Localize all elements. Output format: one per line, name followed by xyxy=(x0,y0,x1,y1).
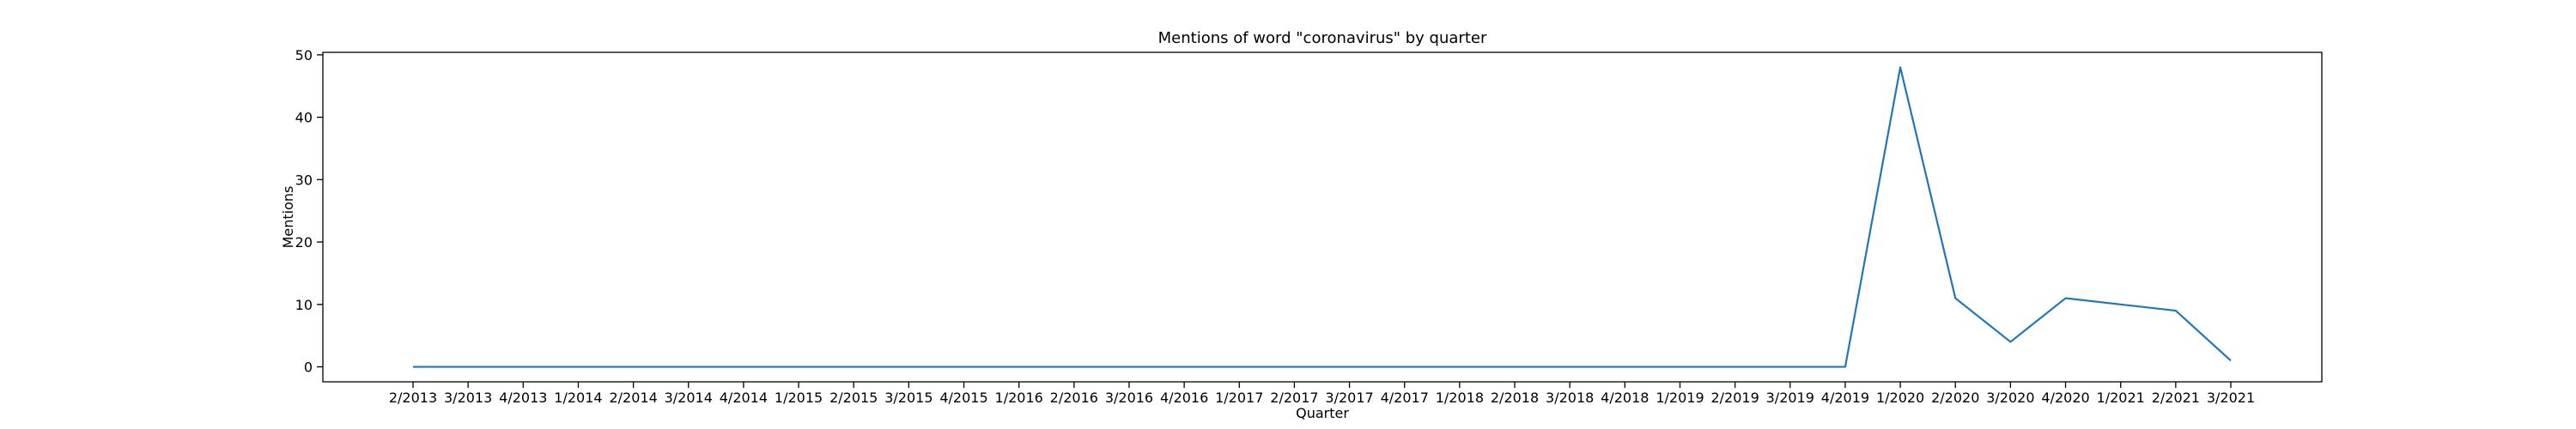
x-tick-label: 2/2021 xyxy=(2152,390,2200,406)
x-tick-label: 2/2014 xyxy=(609,390,657,406)
x-tick-label: 1/2019 xyxy=(1656,390,1704,406)
y-tick-label: 0 xyxy=(304,360,313,376)
x-tick-label: 2/2019 xyxy=(1710,390,1759,406)
x-tick-label: 2/2017 xyxy=(1270,390,1318,406)
plot-area: 0 10 20 30 40 50 2/2013 3/2013 4/2013 1/2014 2/201… xyxy=(295,47,2323,406)
y-tick-label: 40 xyxy=(295,110,313,126)
x-tick-label: 4/2015 xyxy=(939,390,987,406)
x-tick-label: 3/2019 xyxy=(1766,390,1814,406)
x-tick-label: 4/2016 xyxy=(1160,390,1208,406)
x-tick-label: 4/2013 xyxy=(499,390,547,406)
x-tick-label: 4/2019 xyxy=(1821,390,1869,406)
x-tick-label: 1/2014 xyxy=(554,390,602,406)
x-tick-label: 2/2018 xyxy=(1491,390,1539,406)
series-line xyxy=(413,66,2232,368)
x-axis-label: Quarter xyxy=(1296,405,1349,421)
x-tick-label: 1/2020 xyxy=(1876,390,1924,406)
axes-frame xyxy=(322,51,2323,383)
y-axis-label: Mentions xyxy=(280,186,296,249)
y-tick-label: 20 xyxy=(295,234,313,251)
x-tick-label: 1/2015 xyxy=(775,390,823,406)
y-tick-label: 50 xyxy=(295,47,313,63)
x-tick-label: 4/2014 xyxy=(720,390,768,406)
x-tick-label: 1/2016 xyxy=(995,390,1043,406)
x-tick-label: 3/2021 xyxy=(2207,390,2255,406)
x-tick-label: 3/2016 xyxy=(1105,390,1153,406)
x-tick-label: 2/2016 xyxy=(1050,390,1098,406)
x-tick-label: 2/2020 xyxy=(1931,390,1979,406)
x-tick-label: 1/2021 xyxy=(2097,390,2145,406)
x-tick-label: 3/2015 xyxy=(884,390,933,406)
x-tick-label: 3/2017 xyxy=(1325,390,1373,406)
x-tick-label: 3/2020 xyxy=(1986,390,2034,406)
x-tick-label: 4/2020 xyxy=(2041,390,2089,406)
x-tick-label: 2/2013 xyxy=(389,390,437,406)
x-tick-label: 1/2018 xyxy=(1436,390,1484,406)
x-tick-label: 4/2018 xyxy=(1601,390,1649,406)
y-tick-label: 30 xyxy=(295,172,313,188)
x-tick-label: 4/2017 xyxy=(1381,390,1429,406)
y-tick-label: 10 xyxy=(295,297,313,313)
x-tick-label: 3/2018 xyxy=(1546,390,1594,406)
x-tick-label: 2/2015 xyxy=(829,390,878,406)
x-tick-label: 1/2017 xyxy=(1215,390,1263,406)
chart-title: Mentions of word "coronavirus" by quarte… xyxy=(1158,29,1487,47)
x-tick-label: 3/2013 xyxy=(444,390,492,406)
x-tick-label: 3/2014 xyxy=(665,390,713,406)
